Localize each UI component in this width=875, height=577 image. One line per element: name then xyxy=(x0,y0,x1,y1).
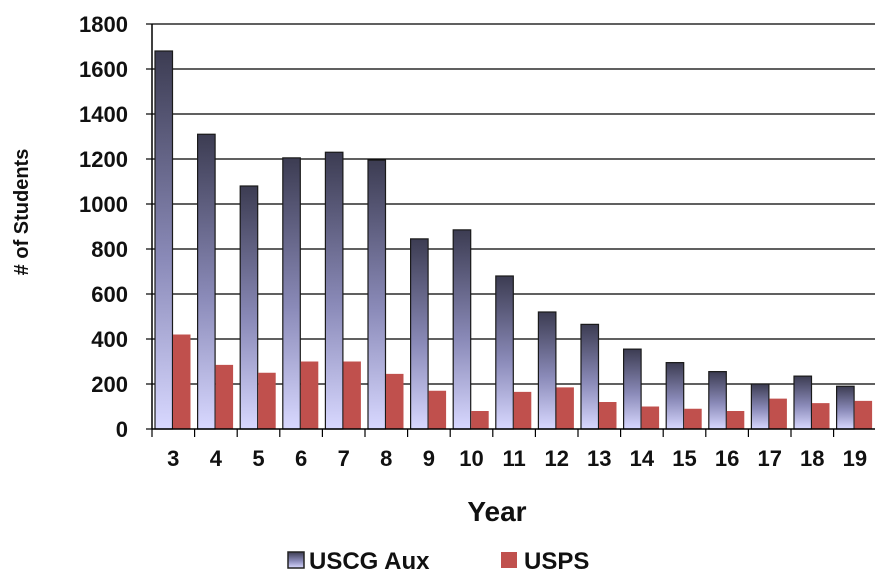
x-tick-label: 17 xyxy=(757,446,781,471)
x-tick-label: 13 xyxy=(587,446,611,471)
bar-uscg-aux xyxy=(835,385,855,430)
axes xyxy=(146,23,875,437)
bar-uscg-aux xyxy=(410,238,429,430)
x-tick-label: 19 xyxy=(843,446,867,471)
bar-usps xyxy=(599,402,617,429)
y-tick-label: 1400 xyxy=(79,102,128,127)
bar-usps xyxy=(428,390,447,429)
y-tick-label: 1600 xyxy=(79,57,128,82)
bar-usps xyxy=(215,364,234,429)
bar-usps xyxy=(726,411,745,429)
bar-uscg-aux xyxy=(495,275,514,430)
gridlines xyxy=(152,23,875,385)
bar-uscg-aux xyxy=(537,311,557,430)
x-tick-label: 8 xyxy=(380,446,392,471)
x-tick-label: 10 xyxy=(459,446,483,471)
x-tick-label: 6 xyxy=(295,446,307,471)
x-tick-label: 5 xyxy=(252,446,264,471)
x-tick-label: 3 xyxy=(167,446,179,471)
bar-usps xyxy=(513,391,532,429)
bar-uscg-aux xyxy=(452,229,472,430)
bar-usps xyxy=(343,361,361,429)
bar-uscg-aux xyxy=(622,348,642,430)
bar-uscg-aux xyxy=(793,375,813,430)
x-tick-label: 14 xyxy=(630,446,655,471)
y-tick-label: 600 xyxy=(91,282,128,307)
x-tick-label: 9 xyxy=(423,446,435,471)
legend: USCG Aux USPS xyxy=(287,548,589,575)
y-tick-labels: 0 200 400 600 800 1000 1200 1400 1600 1800 xyxy=(79,12,128,442)
x-tick-label: 4 xyxy=(210,446,223,471)
y-tick-label: 1200 xyxy=(79,147,128,172)
y-tick-label: 400 xyxy=(91,327,128,352)
bar-uscg-aux xyxy=(282,157,301,430)
bar-uscg-aux xyxy=(197,133,216,430)
bar-uscg-aux xyxy=(367,159,387,430)
x-tick-label: 7 xyxy=(338,446,350,471)
y-tick-label: 800 xyxy=(91,237,128,262)
bar-usps xyxy=(173,334,191,429)
x-tick-label: 18 xyxy=(800,446,824,471)
legend-swatch-usps xyxy=(501,552,517,568)
bar-uscg-aux xyxy=(580,323,600,430)
bar-uscg-aux xyxy=(750,383,770,430)
bar-usps xyxy=(300,361,319,429)
bar-usps xyxy=(471,411,489,429)
bar-usps xyxy=(812,403,830,429)
bar-usps xyxy=(641,406,660,429)
y-tick-label: 1000 xyxy=(79,192,128,217)
legend-label-usps: USPS xyxy=(524,548,589,575)
y-axis-title: # of Students xyxy=(11,149,33,276)
x-tick-labels: 3 4 5 6 7 8 9 10 11 12 13 14 15 16 17 18 19 xyxy=(167,446,867,471)
x-tick-label: 12 xyxy=(544,446,568,471)
bar-uscg-aux xyxy=(324,151,344,430)
legend-label-uscg-aux: USCG Aux xyxy=(309,548,430,575)
bar-uscg-aux xyxy=(708,371,727,430)
bars xyxy=(154,50,873,430)
y-tick-label: 1800 xyxy=(79,12,128,37)
bar-usps xyxy=(854,400,873,429)
x-tick-label: 16 xyxy=(715,446,739,471)
bar-usps xyxy=(556,387,574,429)
x-tick-label: 11 xyxy=(502,446,525,471)
x-axis-title: Year xyxy=(467,496,526,527)
bar-usps xyxy=(769,398,787,429)
bar-uscg-aux xyxy=(665,362,685,430)
bar-usps xyxy=(386,373,404,429)
x-tick-label: 15 xyxy=(672,446,696,471)
bar-usps xyxy=(684,408,702,429)
y-tick-label: 0 xyxy=(116,417,128,442)
bar-uscg-aux xyxy=(239,185,259,430)
bar-uscg-aux xyxy=(154,50,174,430)
legend-swatch-uscg-aux xyxy=(287,551,305,569)
y-tick-label: 200 xyxy=(91,372,128,397)
bar-usps xyxy=(258,372,276,429)
